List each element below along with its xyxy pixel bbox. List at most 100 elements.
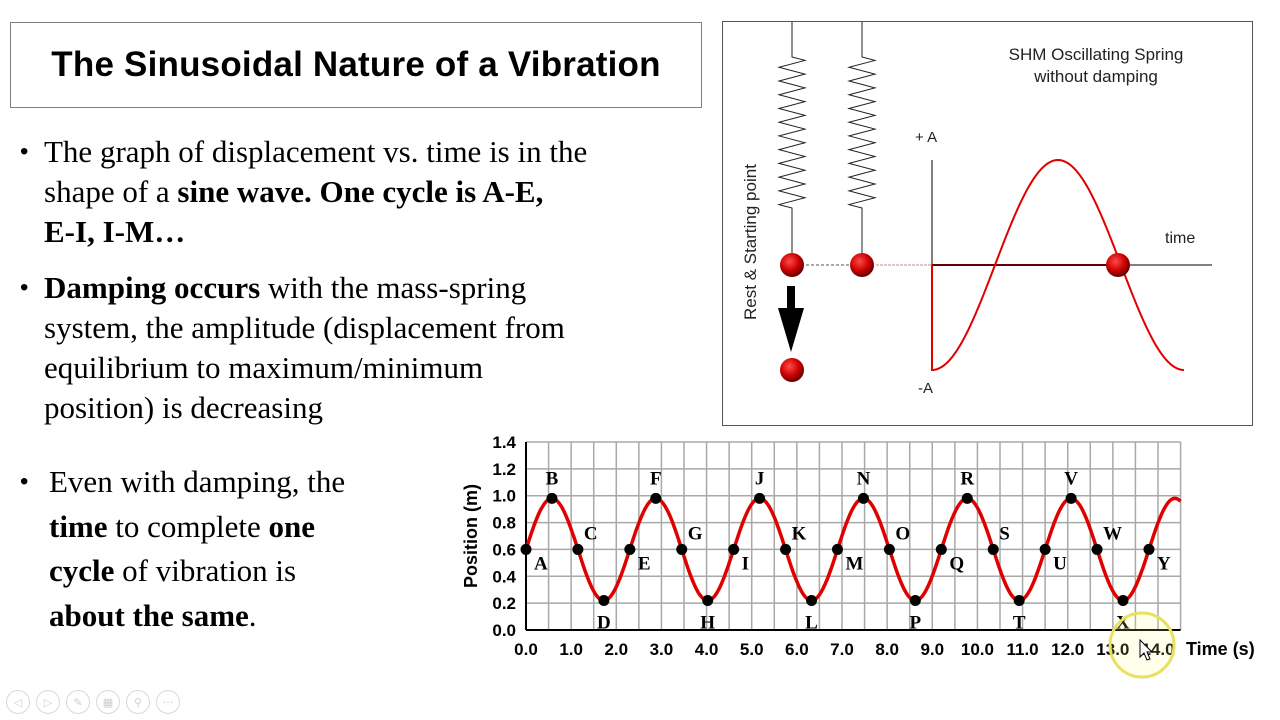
bullet-sine-wave: • The graph of displacement vs. time is i… [20,132,587,252]
rest-starting-label: Rest & Starting point [741,164,760,320]
x-axis-label: Time (s) [1186,639,1255,659]
x-tick-label: 1.0 [559,640,583,659]
bold-text: one [268,508,316,544]
y-tick-label: 0.2 [492,594,516,613]
bullet-dot: • [20,468,29,495]
point-label: U [1053,553,1067,574]
y-tick-label: 0.6 [492,540,516,559]
data-point [961,492,973,504]
point-label: G [688,523,703,544]
cursor-highlight-ring [1108,611,1176,679]
bullet-line: The graph of displacement vs. time is in… [44,132,587,172]
ellipsis-icon: ··· [162,695,174,709]
x-tick-label: 9.0 [920,640,944,659]
magnifier-icon: ⚲ [133,695,143,709]
y-tick-label: 0.4 [492,567,516,586]
data-point [702,594,714,606]
data-point [780,543,792,555]
zoom-button[interactable]: ⚲ [126,690,150,714]
point-label: H [700,612,715,633]
bullet-dot: • [20,138,29,165]
bold-text: cycle [49,553,115,588]
point-label: B [546,468,559,489]
point-label: S [999,523,1010,544]
previous-slide-button[interactable]: ◁ [6,690,30,714]
data-point [520,543,532,555]
data-point [728,543,740,555]
text-run: shape of a [44,174,178,209]
point-label: Y [1157,553,1171,574]
point-label: A [534,553,548,574]
x-tick-label: 6.0 [785,640,809,659]
chevron-left-icon: ◁ [13,695,23,709]
x-tick-label: 7.0 [830,640,854,659]
mass-displaced [780,358,804,382]
x-tick-label: 8.0 [875,640,899,659]
bold-text: Damping occurs [44,270,261,305]
more-options-button[interactable]: ··· [156,690,180,714]
bullet-damping: • Damping occurs with the mass-spring syst… [20,268,565,428]
slide-title-box: The Sinusoidal Nature of a Vibration [10,22,702,108]
x-tick-label: 11.0 [1006,640,1038,659]
data-point [1091,543,1103,555]
diagram-title-line1: SHM Oscillating Spring [1009,45,1184,64]
point-label: P [910,612,922,633]
position-curve [524,496,1182,603]
bullet-line: Damping occurs with the mass-spring [44,268,565,308]
down-arrow-icon [787,286,795,310]
point-label: N [857,468,871,489]
point-label: W [1103,523,1122,544]
text-run: of vibration is [114,553,297,588]
x-tick-label: 13.0 [1096,640,1129,659]
spring-right [847,22,877,253]
time-label: time [1165,230,1195,247]
text-run: The graph of displacement vs. time is in… [44,134,588,169]
bullet-line: equilibrium to maximum/minimum [44,348,565,388]
bold-text: E-I, I-M… [44,214,186,249]
y-tick-label: 1.2 [492,460,516,479]
point-label: O [895,523,910,544]
bullet-line: E-I, I-M… [44,212,587,252]
data-point [598,594,610,606]
data-point [857,492,869,504]
shm-curve [931,158,1185,372]
data-point [1143,543,1155,555]
data-point [650,492,662,504]
mouse-cursor-icon [1139,638,1154,661]
data-point [831,543,843,555]
y-tick-label: 1.4 [492,433,516,452]
pen-tool-button[interactable]: ✎ [66,690,90,714]
x-tick-label: 2.0 [604,640,628,659]
diagram-frame [722,21,1253,426]
data-point [624,543,636,555]
point-label: M [845,553,863,574]
x-tick-label: 0.0 [514,640,538,659]
x-tick-label: 10.0 [961,640,994,659]
point-label: V [1064,468,1078,489]
x-tick-label: 12.0 [1051,640,1084,659]
point-label: K [792,523,807,544]
bullet-line: about the same. [49,594,345,639]
x-tick-label: 4.0 [695,640,719,659]
mass-on-graph [1106,253,1130,277]
data-point [754,492,766,504]
bullet-line: position) is decreasing [44,388,565,428]
point-label: T [1013,612,1026,633]
text-run: . [248,597,257,633]
data-point [572,543,584,555]
minus-a-label: -A [918,380,933,397]
bullet-line: time to complete one [49,505,345,550]
data-point [1065,492,1077,504]
y-tick-label: 0.0 [492,621,516,640]
mass-oscillating [850,253,874,277]
text-run: system, the amplitude (displacement from [44,310,565,345]
text-run: position) is decreasing [44,390,323,425]
y-tick-label: 1.0 [492,487,516,506]
pen-icon: ✎ [73,695,83,709]
point-label: R [960,468,974,489]
data-point [1117,594,1129,606]
next-slide-button[interactable]: ▷ [36,690,60,714]
data-point [546,492,558,504]
see-all-slides-button[interactable]: ▦ [96,690,120,714]
text-run: Even with damping, the [49,464,346,499]
